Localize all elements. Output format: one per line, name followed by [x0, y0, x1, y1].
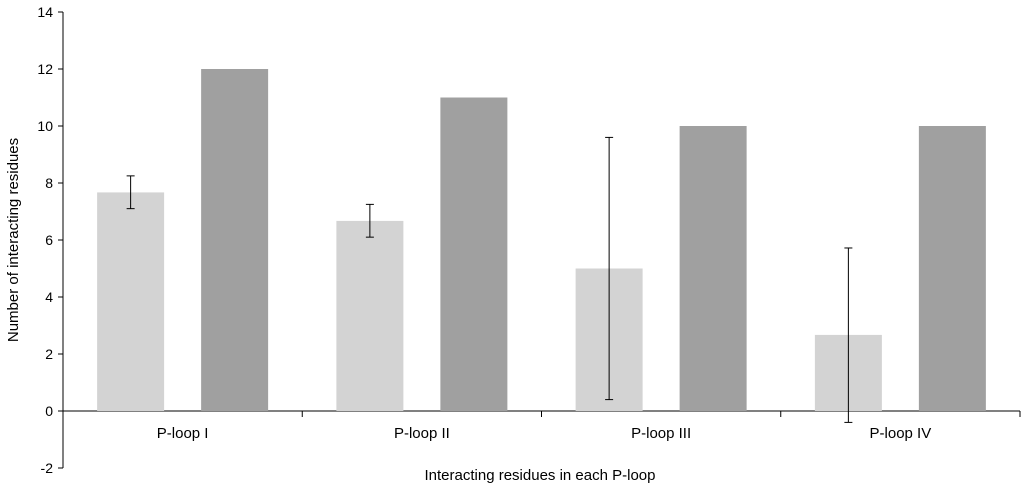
bar: [336, 220, 404, 411]
x-tick-label: P-loop II: [394, 425, 450, 442]
x-tick-label: P-loop I: [157, 425, 209, 442]
y-tick-label: 12: [37, 61, 53, 77]
y-tick-label: 10: [37, 118, 53, 134]
y-axis-title: Number of interacting residues: [5, 138, 22, 342]
bar: [679, 126, 747, 411]
y-tick-label: 8: [45, 175, 53, 191]
y-tick-label: 4: [45, 289, 53, 305]
bar: [201, 69, 269, 411]
bar: [440, 97, 508, 411]
x-tick-label: P-loop III: [631, 425, 691, 442]
y-tick-label: 0: [45, 403, 53, 419]
y-tick-label: -2: [41, 460, 54, 476]
axes: -2 0 2 4 6 8 10 12 14 P-loop I P-loop II P-loop III…: [37, 4, 1021, 476]
y-tick-label: 14: [37, 4, 53, 20]
y-tick-label: 2: [45, 346, 53, 362]
bar: [97, 192, 165, 411]
bar: [918, 126, 986, 411]
x-tick-label: P-loop IV: [870, 425, 932, 442]
x-axis-title: Interacting residues in each P-loop: [425, 467, 656, 484]
bars: [97, 69, 986, 411]
y-tick-label: 6: [45, 232, 53, 248]
error-bars: [126, 136, 853, 423]
